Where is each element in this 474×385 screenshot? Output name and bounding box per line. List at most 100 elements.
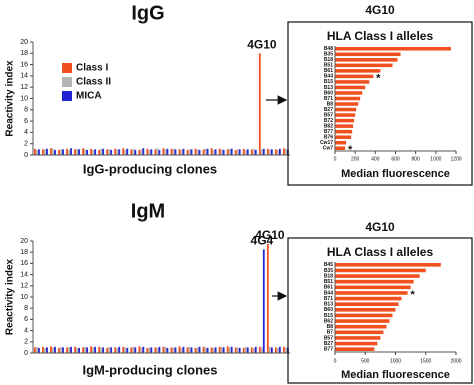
- bar: [238, 149, 241, 155]
- bar: [335, 74, 374, 79]
- chart-title: 4G10: [365, 220, 395, 234]
- allele-label: B71: [324, 296, 333, 302]
- bar: [196, 149, 199, 155]
- bar: [212, 347, 215, 353]
- bar: [74, 149, 76, 155]
- bar: [76, 347, 78, 353]
- bar: [78, 149, 80, 155]
- allele-label: B35: [324, 52, 333, 58]
- bar: [210, 148, 213, 155]
- bar: [94, 149, 97, 155]
- bar: [276, 149, 279, 155]
- bar: [140, 347, 143, 353]
- bar: [214, 149, 217, 155]
- bar: [335, 274, 420, 278]
- x-tick-label: 0: [334, 156, 337, 162]
- bar: [188, 149, 191, 155]
- allele-label: B60: [324, 307, 333, 313]
- bar: [140, 149, 143, 155]
- y-tick-label: 12: [20, 283, 28, 290]
- bar: [60, 149, 62, 155]
- bar: [268, 149, 271, 155]
- bar: [335, 330, 384, 335]
- allele-label: B57: [324, 112, 333, 118]
- bar: [335, 341, 378, 346]
- bar: [276, 347, 279, 353]
- bar: [84, 346, 87, 353]
- bar: [122, 148, 125, 155]
- allele-label: B44: [324, 74, 333, 80]
- bar: [335, 124, 354, 128]
- bar: [282, 148, 285, 155]
- allele-label: B15: [324, 313, 333, 319]
- y-tick-label: 2: [24, 141, 28, 148]
- bar: [228, 347, 231, 353]
- bar: [230, 346, 233, 353]
- allele-label: B13: [324, 302, 333, 308]
- bar: [110, 149, 113, 155]
- x-tick-label: 500: [361, 358, 370, 364]
- bar: [262, 249, 265, 353]
- bar: [68, 347, 70, 353]
- y-tick-label: 4: [24, 129, 28, 136]
- bar: [84, 149, 87, 155]
- x-axis-label: Median fluorescence: [341, 369, 450, 381]
- allele-label: B61: [324, 68, 333, 74]
- bar: [42, 346, 44, 353]
- bar: [172, 347, 175, 353]
- y-tick-label: 6: [24, 118, 28, 125]
- y-tick-label: 14: [20, 271, 28, 278]
- bar: [178, 149, 181, 155]
- bar: [130, 347, 133, 353]
- bar: [90, 148, 93, 155]
- bar: [335, 336, 381, 340]
- x-axis-label: IgG-producing clones: [83, 161, 217, 176]
- panel-box: [287, 237, 473, 384]
- bar: [154, 149, 157, 155]
- bar: [220, 346, 223, 353]
- bar: [182, 148, 185, 155]
- clone-label: 4G10: [247, 37, 277, 51]
- bar: [274, 347, 277, 353]
- bar: [166, 347, 169, 353]
- bar: [214, 347, 217, 353]
- allele-label: B45: [324, 262, 333, 268]
- x-tick-label: 1500: [420, 358, 431, 364]
- bar: [335, 113, 356, 117]
- bar: [222, 347, 225, 353]
- bar: [76, 148, 78, 155]
- bar: [335, 302, 399, 306]
- bar: [52, 148, 54, 155]
- bar: [186, 149, 189, 155]
- bar: [242, 347, 245, 353]
- bar: [335, 58, 398, 62]
- x-tick-label: 0: [334, 358, 337, 364]
- bar: [230, 148, 233, 155]
- bar: [335, 324, 387, 329]
- bar: [100, 148, 103, 155]
- bar: [46, 347, 48, 353]
- allele-label: B62: [324, 318, 333, 324]
- annotation: *: [376, 72, 381, 84]
- bar: [268, 346, 271, 353]
- bar: [282, 346, 285, 353]
- bar: [58, 149, 60, 155]
- bar: [102, 148, 105, 155]
- bar: [190, 149, 193, 155]
- bar: [58, 347, 60, 353]
- x-tick-label: 600: [391, 156, 400, 162]
- bar: [335, 308, 396, 312]
- y-tick-label: 18: [20, 249, 28, 256]
- annotation: *: [410, 289, 415, 301]
- y-tick-label: 20: [20, 238, 28, 245]
- y-tick-label: 16: [20, 260, 28, 267]
- bar: [150, 347, 153, 353]
- bar: [98, 346, 101, 353]
- bar: [108, 346, 111, 353]
- bar: [218, 346, 221, 353]
- bar: [132, 148, 135, 155]
- bar: [194, 347, 197, 353]
- bar: [130, 149, 133, 155]
- panel-box: [287, 21, 473, 186]
- bar: [44, 347, 46, 353]
